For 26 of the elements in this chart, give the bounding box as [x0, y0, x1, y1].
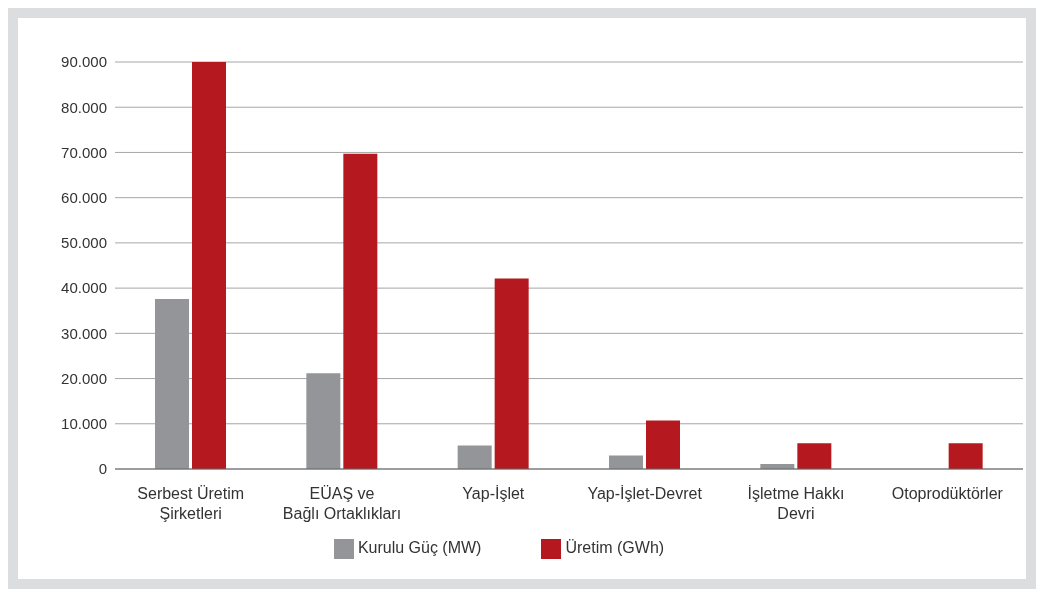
bar	[797, 443, 832, 469]
x-tick-label: Serbest Üretim Şirketleri	[137, 485, 245, 522]
legend-label: Üretim (GWh)	[565, 539, 665, 557]
y-tick-label: 90.000	[61, 53, 107, 71]
bar	[646, 420, 680, 469]
bar	[343, 153, 378, 469]
x-tick-label: EÜAŞ ve Bağlı Ortaklıkları	[282, 485, 402, 522]
bar	[609, 455, 643, 469]
y-tick-label: 0	[98, 460, 107, 478]
y-tick-label: 70.000	[61, 143, 107, 161]
y-tick-label: 80.000	[61, 98, 107, 116]
bar	[948, 443, 983, 469]
bar	[457, 445, 492, 469]
legend-label: Kurulu Güç (MW)	[357, 539, 482, 557]
bar	[192, 62, 226, 469]
x-tick-label: Otoprodüktörler	[891, 485, 1004, 502]
x-tick-label: İşletme Hakkı Devri	[747, 484, 845, 522]
y-tick-label: 50.000	[61, 234, 107, 252]
y-tick-label: 40.000	[61, 279, 107, 297]
x-tick-label: Yap-İşlet	[462, 484, 525, 502]
y-tick-label: 60.000	[61, 188, 107, 206]
y-tick-label: 20.000	[61, 369, 107, 387]
x-tick-label: Yap-İşlet-Devret	[587, 484, 703, 502]
y-tick-label: 10.000	[61, 415, 107, 433]
bar	[494, 278, 529, 469]
y-tick-label: 30.000	[61, 324, 107, 342]
